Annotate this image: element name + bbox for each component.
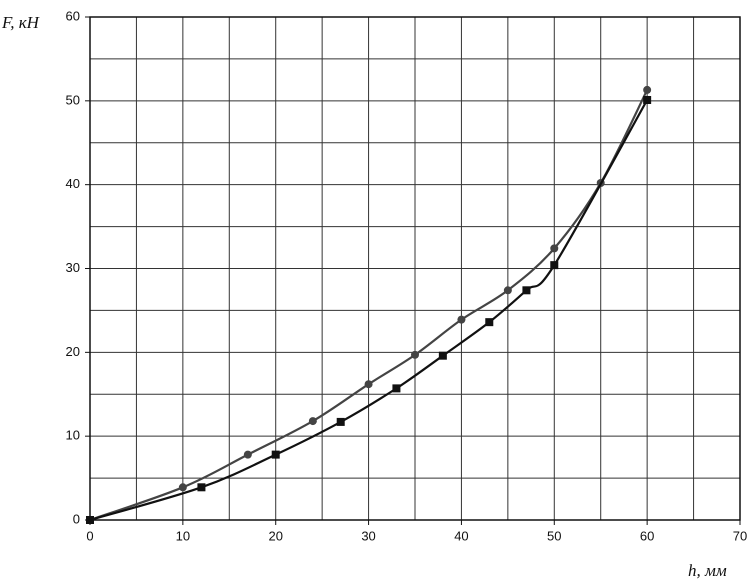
point	[197, 483, 206, 492]
point	[522, 286, 531, 295]
point	[86, 516, 94, 524]
y-axis-label: F, кН	[1, 13, 41, 32]
x-tick-label: 40	[454, 528, 468, 543]
x-tick-label: 60	[640, 528, 654, 543]
x-axis-label: h, мм	[688, 561, 727, 580]
point	[550, 244, 559, 253]
point	[178, 483, 187, 492]
plot-frame	[89, 16, 741, 521]
y-tick-label: 0	[73, 511, 80, 526]
y-tick-label: 10	[66, 428, 80, 443]
y-tick-label: 20	[66, 344, 80, 359]
point	[643, 95, 652, 104]
x-tick-label: 10	[176, 528, 190, 543]
x-tick-label: 50	[547, 528, 561, 543]
point	[438, 351, 447, 360]
point	[550, 261, 559, 270]
point	[243, 450, 252, 459]
point	[392, 384, 401, 393]
x-tick-label: 20	[268, 528, 282, 543]
point	[457, 315, 466, 324]
point	[643, 85, 652, 94]
y-tick-label: 40	[66, 176, 80, 191]
point	[364, 380, 373, 389]
point	[503, 286, 512, 295]
x-tick-label: 70	[733, 528, 747, 543]
point	[308, 417, 317, 426]
y-tick-label: 50	[66, 92, 80, 107]
point	[411, 350, 419, 359]
point	[271, 450, 280, 459]
x-tick-label: 0	[86, 528, 93, 543]
y-tick-label: 30	[66, 260, 80, 275]
x-tick-label: 30	[361, 528, 375, 543]
point	[485, 318, 494, 327]
point	[336, 417, 345, 426]
y-tick-label: 60	[66, 8, 80, 23]
